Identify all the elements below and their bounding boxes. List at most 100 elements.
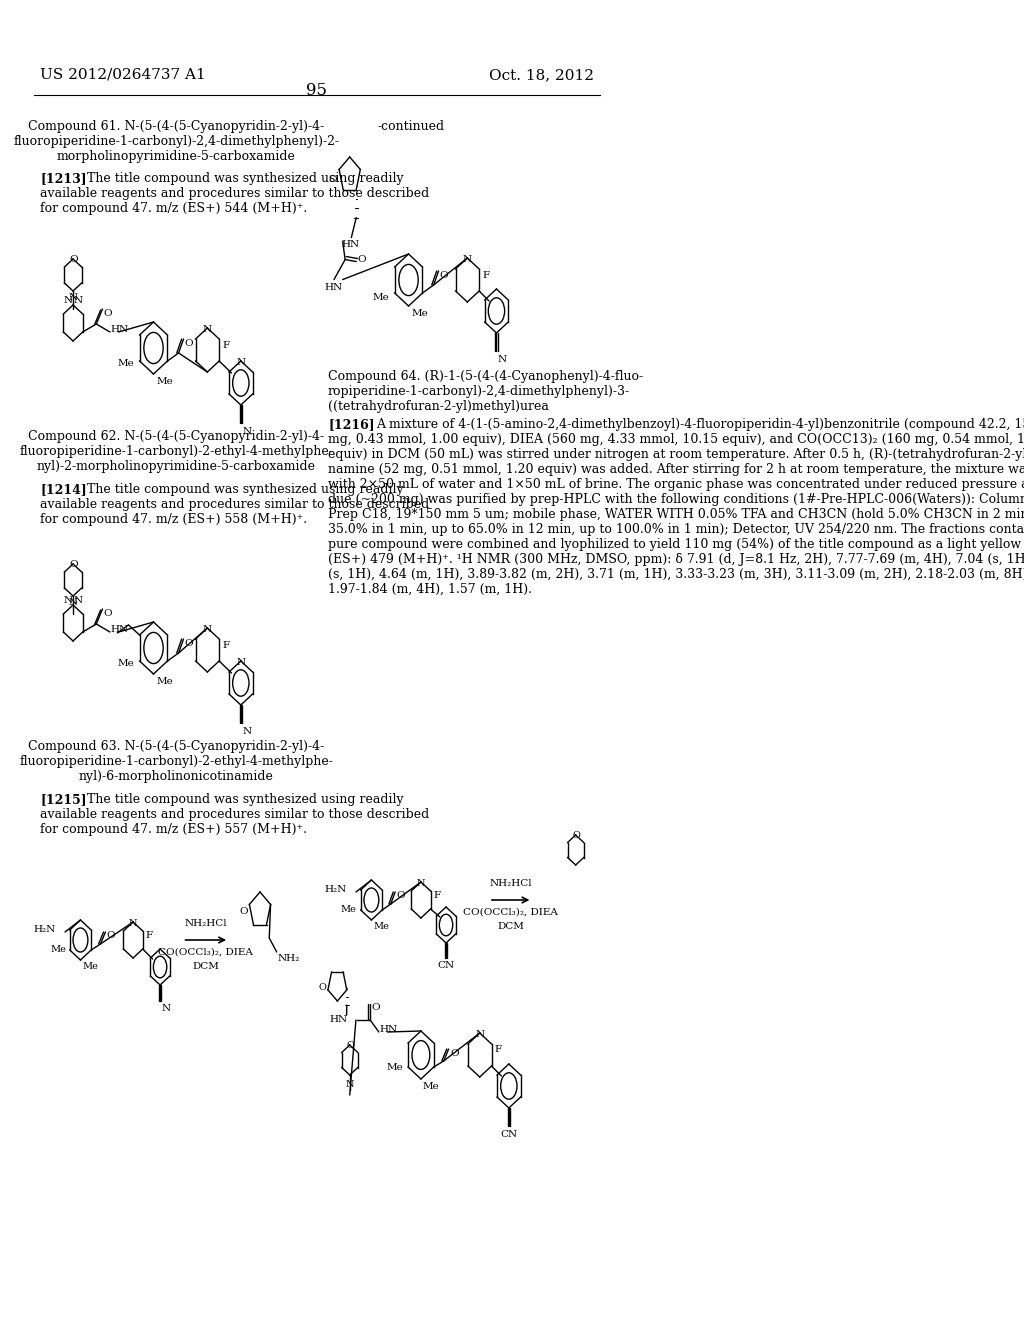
Text: N: N bbox=[69, 293, 78, 302]
Text: N: N bbox=[129, 919, 137, 928]
Text: HN: HN bbox=[330, 1015, 348, 1024]
Text: Me: Me bbox=[373, 293, 389, 302]
Text: Prep C18, 19*150 mm 5 um; mobile phase, WATER WITH 0.05% TFA and CH3CN (hold 5.0: Prep C18, 19*150 mm 5 um; mobile phase, … bbox=[328, 508, 1024, 521]
Text: Me: Me bbox=[423, 1082, 439, 1092]
Text: O: O bbox=[318, 983, 327, 993]
Text: F: F bbox=[495, 1045, 502, 1055]
Text: DCM: DCM bbox=[193, 962, 219, 972]
Text: namine (52 mg, 0.51 mmol, 1.20 equiv) was added. After stirring for 2 h at room : namine (52 mg, 0.51 mmol, 1.20 equiv) wa… bbox=[328, 463, 1024, 477]
Text: 35.0% in 1 min, up to 65.0% in 12 min, up to 100.0% in 1 min); Detector, UV 254/: 35.0% in 1 min, up to 65.0% in 12 min, u… bbox=[328, 523, 1024, 536]
Text: N: N bbox=[74, 597, 83, 606]
Text: [1216]: [1216] bbox=[328, 418, 375, 432]
Text: NH₂HCl: NH₂HCl bbox=[489, 879, 532, 888]
Text: A mixture of 4-(1-(5-amino-2,4-dimethylbenzoyl)-4-fluoropiperidin-4-yl)benzonitr: A mixture of 4-(1-(5-amino-2,4-dimethylb… bbox=[376, 418, 1024, 432]
Text: N: N bbox=[63, 597, 73, 606]
Text: N: N bbox=[242, 426, 251, 436]
Text: Me: Me bbox=[157, 677, 173, 686]
Text: Me: Me bbox=[386, 1063, 403, 1072]
Text: F: F bbox=[223, 341, 230, 350]
Text: N: N bbox=[69, 598, 78, 607]
Text: available reagents and procedures similar to those described: available reagents and procedures simila… bbox=[40, 808, 429, 821]
Text: 1.97-1.84 (m, 4H), 1.57 (m, 1H).: 1.97-1.84 (m, 4H), 1.57 (m, 1H). bbox=[328, 583, 532, 597]
Text: [1213]: [1213] bbox=[40, 172, 87, 185]
Text: HN: HN bbox=[380, 1026, 397, 1035]
Text: O: O bbox=[357, 255, 367, 264]
Text: Me: Me bbox=[118, 659, 134, 668]
Text: available reagents and procedures similar to those described: available reagents and procedures simila… bbox=[40, 498, 429, 511]
Text: ((tetrahydrofuran-2-yl)methyl)urea: ((tetrahydrofuran-2-yl)methyl)urea bbox=[328, 400, 549, 413]
Text: The title compound was synthesized using readily: The title compound was synthesized using… bbox=[87, 483, 403, 496]
Text: N: N bbox=[242, 727, 251, 737]
Text: O: O bbox=[103, 309, 112, 318]
Text: fluoropiperidine-1-carbonyl)-2-ethyl-4-methylphe-: fluoropiperidine-1-carbonyl)-2-ethyl-4-m… bbox=[19, 755, 334, 768]
Text: equiv) in DCM (50 mL) was stirred under nitrogen at room temperature. After 0.5 : equiv) in DCM (50 mL) was stirred under … bbox=[328, 447, 1024, 461]
Text: Compound 62. N-(5-(4-(5-Cyanopyridin-2-yl)-4-: Compound 62. N-(5-(4-(5-Cyanopyridin-2-y… bbox=[29, 430, 325, 444]
Text: O: O bbox=[439, 271, 449, 280]
Text: fluoropiperidine-1-carbonyl)-2-ethyl-4-methylphe-: fluoropiperidine-1-carbonyl)-2-ethyl-4-m… bbox=[19, 445, 334, 458]
Text: The title compound was synthesized using readily: The title compound was synthesized using… bbox=[87, 793, 403, 807]
Text: for compound 47. m/z (ES+) 544 (M+H)⁺.: for compound 47. m/z (ES+) 544 (M+H)⁺. bbox=[40, 202, 307, 215]
Text: O: O bbox=[346, 1040, 354, 1049]
Text: DCM: DCM bbox=[498, 921, 524, 931]
Text: N: N bbox=[237, 657, 246, 667]
Text: HN: HN bbox=[341, 239, 359, 248]
Text: N: N bbox=[162, 1005, 170, 1012]
Text: CN: CN bbox=[501, 1130, 517, 1139]
Text: N: N bbox=[417, 879, 425, 888]
Text: N: N bbox=[203, 325, 212, 334]
Text: Me: Me bbox=[157, 378, 173, 385]
Text: O: O bbox=[396, 891, 404, 900]
Text: Me: Me bbox=[50, 945, 67, 954]
Text: O: O bbox=[70, 255, 78, 264]
Text: fluoropiperidine-1-carbonyl)-2,4-dimethylphenyl)-2-: fluoropiperidine-1-carbonyl)-2,4-dimethy… bbox=[13, 135, 340, 148]
Text: N: N bbox=[203, 624, 212, 634]
Text: (s, 1H), 4.64 (m, 1H), 3.89-3.82 (m, 2H), 3.71 (m, 1H), 3.33-3.23 (m, 3H), 3.11-: (s, 1H), 4.64 (m, 1H), 3.89-3.82 (m, 2H)… bbox=[328, 568, 1024, 581]
Text: O: O bbox=[372, 1003, 380, 1012]
Text: HN: HN bbox=[111, 326, 129, 334]
Text: CN: CN bbox=[437, 961, 455, 970]
Text: with 2×50 mL of water and 1×50 mL of brine. The organic phase was concentrated u: with 2×50 mL of water and 1×50 mL of bri… bbox=[328, 478, 1024, 491]
Text: O: O bbox=[239, 908, 248, 916]
Text: US 2012/0264737 A1: US 2012/0264737 A1 bbox=[40, 69, 206, 82]
Text: O: O bbox=[184, 338, 194, 347]
Text: (ES+) 479 (M+H)⁺. ¹H NMR (300 MHz, DMSO, ppm): δ 7.91 (d, J=8.1 Hz, 2H), 7.77-7.: (ES+) 479 (M+H)⁺. ¹H NMR (300 MHz, DMSO,… bbox=[328, 553, 1024, 566]
Text: 95: 95 bbox=[306, 82, 328, 99]
Text: Me: Me bbox=[412, 309, 428, 318]
Text: mg, 0.43 mmol, 1.00 equiv), DIEA (560 mg, 4.33 mmol, 10.15 equiv), and CO(OCC13): mg, 0.43 mmol, 1.00 equiv), DIEA (560 mg… bbox=[328, 433, 1024, 446]
Text: F: F bbox=[223, 640, 230, 649]
Text: NH₂: NH₂ bbox=[278, 954, 300, 964]
Text: -continued: -continued bbox=[378, 120, 444, 133]
Text: ropiperidine-1-carbonyl)-2,4-dimethylphenyl)-3-: ropiperidine-1-carbonyl)-2,4-dimethylphe… bbox=[328, 385, 630, 399]
Text: for compound 47. m/z (ES+) 557 (M+H)⁺.: for compound 47. m/z (ES+) 557 (M+H)⁺. bbox=[40, 822, 307, 836]
Text: O: O bbox=[572, 830, 581, 840]
Text: O: O bbox=[70, 560, 78, 569]
Text: Me: Me bbox=[340, 906, 356, 915]
Text: Compound 61. N-(5-(4-(5-Cyanopyridin-2-yl)-4-: Compound 61. N-(5-(4-(5-Cyanopyridin-2-y… bbox=[29, 120, 325, 133]
Text: H₂N: H₂N bbox=[325, 886, 347, 895]
Text: CO(OCCl₃)₂, DIEA: CO(OCCl₃)₂, DIEA bbox=[463, 908, 558, 917]
Text: F: F bbox=[145, 932, 153, 940]
Text: morpholinopyrimidine-5-carboxamide: morpholinopyrimidine-5-carboxamide bbox=[57, 150, 296, 162]
Text: N: N bbox=[463, 255, 472, 264]
Text: Compound 64. (R)-1-(5-(4-(4-Cyanophenyl)-4-fluo-: Compound 64. (R)-1-(5-(4-(4-Cyanophenyl)… bbox=[328, 370, 643, 383]
Text: O: O bbox=[103, 609, 112, 618]
Text: nyl)-6-morpholinonicotinamide: nyl)-6-morpholinonicotinamide bbox=[79, 770, 273, 783]
Text: N: N bbox=[345, 1080, 354, 1089]
Text: HN: HN bbox=[111, 626, 129, 635]
Text: Me: Me bbox=[82, 962, 98, 972]
Text: N: N bbox=[74, 297, 83, 305]
Text: due (~200 mg) was purified by prep-HPLC with the following conditions (1#-Pre-HP: due (~200 mg) was purified by prep-HPLC … bbox=[328, 492, 1024, 506]
Text: [1214]: [1214] bbox=[40, 483, 87, 496]
Text: N: N bbox=[237, 358, 246, 367]
Text: O: O bbox=[184, 639, 194, 648]
Text: [1215]: [1215] bbox=[40, 793, 87, 807]
Text: N: N bbox=[475, 1030, 484, 1039]
Text: O: O bbox=[450, 1048, 459, 1057]
Text: Me: Me bbox=[118, 359, 134, 368]
Text: Compound 63. N-(5-(4-(5-Cyanopyridin-2-yl)-4-: Compound 63. N-(5-(4-(5-Cyanopyridin-2-y… bbox=[29, 741, 325, 752]
Text: pure compound were combined and lyophilized to yield 110 mg (54%) of the title c: pure compound were combined and lyophili… bbox=[328, 539, 1024, 550]
Text: for compound 47. m/z (ES+) 558 (M+H)⁺.: for compound 47. m/z (ES+) 558 (M+H)⁺. bbox=[40, 513, 307, 525]
Text: F: F bbox=[482, 271, 489, 280]
Text: The title compound was synthesized using readily: The title compound was synthesized using… bbox=[87, 172, 403, 185]
Text: Me: Me bbox=[374, 921, 389, 931]
